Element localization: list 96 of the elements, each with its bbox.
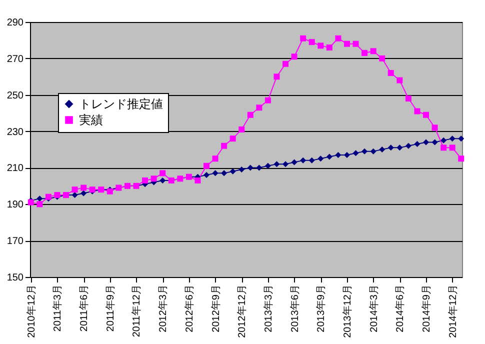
point <box>388 70 394 76</box>
point <box>335 152 342 158</box>
point <box>432 124 438 131</box>
x-tick-label: 2013年3月 <box>262 284 274 332</box>
y-tick-label: 210 <box>6 163 24 174</box>
x-tick-label: 2013年6月 <box>288 284 301 332</box>
x-tick-label: 2014年9月 <box>420 284 432 332</box>
legend-label: トレンド推定値 <box>79 97 163 111</box>
point <box>212 156 218 162</box>
point <box>344 40 350 47</box>
point <box>352 150 359 156</box>
x-tick-label: 2014年6月 <box>394 284 406 332</box>
point <box>423 112 429 118</box>
x-tick-label: 2013年9月 <box>315 284 328 332</box>
point <box>326 44 332 50</box>
point <box>318 156 324 162</box>
y-tick-label: 190 <box>6 200 24 211</box>
point <box>194 177 201 184</box>
point <box>458 156 464 162</box>
point <box>326 154 332 160</box>
point <box>203 162 210 169</box>
x-tick-label: 2012年6月 <box>183 284 196 332</box>
x-tick-label: 2013年12月 <box>341 284 354 338</box>
x-tick-label: 2014年3月 <box>368 284 380 332</box>
point <box>282 60 289 67</box>
point <box>80 184 87 191</box>
point <box>458 136 464 142</box>
point <box>72 186 78 193</box>
point <box>230 136 236 142</box>
point <box>440 144 447 151</box>
point <box>142 177 148 184</box>
point <box>423 139 429 146</box>
point <box>221 142 228 149</box>
y-tick-label: 230 <box>6 126 24 138</box>
point <box>238 126 245 132</box>
point <box>440 137 447 144</box>
x-tick-label: 2011年6月 <box>78 284 90 332</box>
x-tick-label: 2011年3月 <box>52 284 64 332</box>
point <box>335 35 342 42</box>
x-tick-label: 2011年9月 <box>104 284 116 332</box>
point <box>150 176 157 182</box>
point <box>256 164 262 171</box>
point <box>414 108 420 114</box>
point <box>247 112 254 118</box>
point <box>238 166 245 173</box>
y-tick-label: 150 <box>6 272 24 284</box>
x-tick-label: 2012年9月 <box>210 284 222 332</box>
point <box>396 77 403 84</box>
point <box>414 141 420 148</box>
point <box>405 96 412 102</box>
point <box>318 42 324 49</box>
y-tick-label: 290 <box>6 18 24 28</box>
point <box>256 104 262 111</box>
point <box>449 144 456 151</box>
x-tick-label: 2010年12月 <box>25 284 38 338</box>
point <box>352 40 359 47</box>
x-tick-label: 2014年12月 <box>446 284 459 338</box>
point <box>36 201 43 208</box>
x-tick-label: 2011年12月 <box>130 284 143 338</box>
point <box>308 39 315 46</box>
point <box>300 157 306 164</box>
point <box>449 136 456 142</box>
point <box>379 146 386 152</box>
point <box>308 157 315 164</box>
y-tick-label: 170 <box>6 236 24 248</box>
point <box>432 139 438 146</box>
point <box>300 35 306 42</box>
x-tick-label: 2012年12月 <box>236 284 248 338</box>
point <box>230 168 236 174</box>
point <box>291 159 298 166</box>
point <box>396 144 403 151</box>
y-tick-label: 270 <box>6 54 24 65</box>
point <box>264 97 271 104</box>
point <box>370 48 376 54</box>
point <box>221 170 228 176</box>
point <box>282 161 289 168</box>
point <box>362 50 368 56</box>
point <box>72 192 78 198</box>
point <box>388 144 394 151</box>
point <box>160 170 166 176</box>
point <box>362 148 368 154</box>
point <box>264 162 271 169</box>
point <box>274 161 280 168</box>
point <box>370 148 376 154</box>
x-tick-label: 2012年3月 <box>157 284 170 332</box>
point <box>405 142 412 149</box>
point <box>36 196 43 202</box>
y-tick-label: 250 <box>6 90 24 102</box>
point <box>203 172 210 178</box>
point <box>80 190 87 196</box>
legend-label: 実績 <box>79 113 103 127</box>
point <box>291 54 298 60</box>
point <box>212 170 218 176</box>
point <box>274 74 280 80</box>
point <box>379 55 386 62</box>
point <box>247 164 254 171</box>
